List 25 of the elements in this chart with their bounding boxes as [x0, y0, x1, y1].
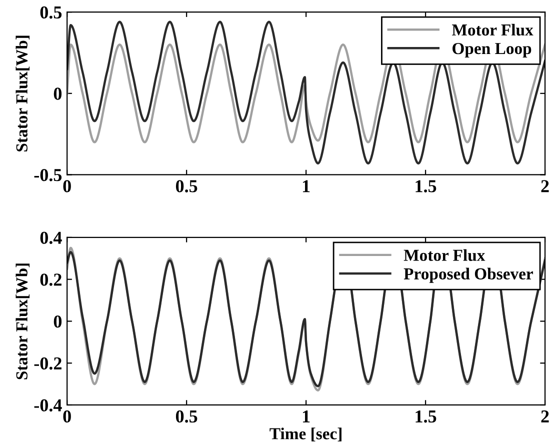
x-tick-label: 1 [302, 410, 310, 422]
y-tick-label: 0 [54, 315, 62, 328]
x-tick-label: 0.5 [176, 180, 198, 192]
legend-label: Motor Flux [404, 249, 486, 261]
y-tick-label: -0.5 [34, 168, 62, 182]
y-tick-label: 0.2 [40, 274, 62, 286]
x-tick-label: 0 [63, 180, 71, 192]
y-tick-label: 0.5 [40, 6, 62, 19]
x-tick-label: 1.5 [416, 410, 436, 423]
x-tick-label: 0 [63, 410, 71, 423]
x-tick-label: 1.5 [416, 180, 436, 192]
x-tick-label: 1 [302, 180, 310, 192]
x-tick-label: 2 [541, 410, 549, 422]
legend-label: Motor Flux [452, 24, 534, 36]
legend-label: Open Loop [452, 42, 532, 58]
x-tick-label: 2 [541, 180, 549, 192]
y-tick-label: 0 [54, 88, 62, 100]
legend-label: Proposed Obsever [404, 268, 533, 283]
y-axis-title: Stator Flux[Wb] [16, 36, 30, 152]
y-axis-title: Stator Flux[Wb] [16, 264, 30, 380]
y-tick-label: -0.2 [34, 357, 62, 370]
y-tick-label: -0.4 [34, 399, 62, 412]
x-axis-title: Time [sec] [270, 428, 342, 442]
x-tick-label: 0.5 [176, 410, 198, 423]
y-tick-label: 0.4 [40, 232, 62, 244]
